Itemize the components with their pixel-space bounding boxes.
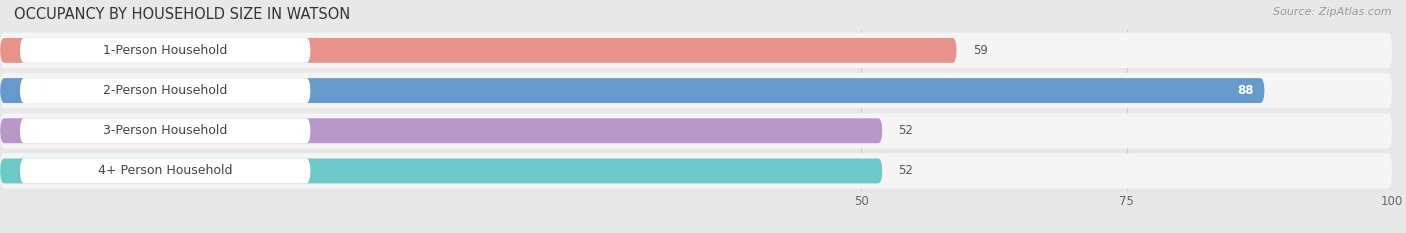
Text: 88: 88 (1237, 84, 1254, 97)
Text: Source: ZipAtlas.com: Source: ZipAtlas.com (1274, 7, 1392, 17)
FancyBboxPatch shape (0, 118, 883, 143)
FancyBboxPatch shape (0, 73, 1392, 108)
Text: OCCUPANCY BY HOUSEHOLD SIZE IN WATSON: OCCUPANCY BY HOUSEHOLD SIZE IN WATSON (14, 7, 350, 22)
Text: 59: 59 (973, 44, 987, 57)
FancyBboxPatch shape (0, 33, 1392, 68)
FancyBboxPatch shape (20, 158, 311, 183)
Text: 52: 52 (898, 164, 914, 178)
FancyBboxPatch shape (0, 78, 1264, 103)
Text: 3-Person Household: 3-Person Household (103, 124, 228, 137)
FancyBboxPatch shape (20, 78, 311, 103)
FancyBboxPatch shape (20, 38, 311, 63)
FancyBboxPatch shape (0, 38, 956, 63)
FancyBboxPatch shape (0, 113, 1392, 148)
FancyBboxPatch shape (0, 158, 883, 183)
Text: 52: 52 (898, 124, 914, 137)
FancyBboxPatch shape (20, 118, 311, 143)
FancyBboxPatch shape (0, 153, 1392, 189)
Text: 4+ Person Household: 4+ Person Household (98, 164, 232, 178)
Text: 2-Person Household: 2-Person Household (103, 84, 228, 97)
Text: 1-Person Household: 1-Person Household (103, 44, 228, 57)
